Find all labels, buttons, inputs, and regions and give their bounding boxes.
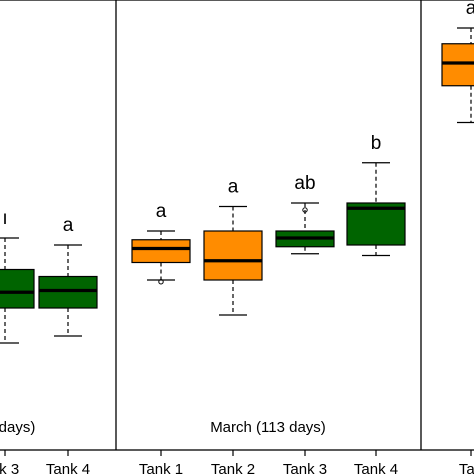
x-tick-label: Tank 1 [139, 461, 183, 474]
x-tick-label: Tank 2 [211, 461, 255, 474]
significance-letter: a [63, 215, 74, 236]
box-iqr [0, 268, 35, 309]
outlier-point [302, 207, 308, 213]
box-iqr [131, 239, 191, 264]
x-tick-label: Tank 4 [354, 461, 398, 474]
outlier-point [158, 279, 164, 285]
x-tick-label: Tan [459, 461, 474, 474]
significance-letter: ı [2, 208, 7, 229]
box-iqr [346, 202, 406, 246]
x-tick-label: nk 3 [0, 461, 19, 474]
box-series [0, 27, 474, 344]
group-label: March (113 days) [210, 419, 326, 436]
x-tick-label: Tank 4 [46, 461, 90, 474]
group-label: days) [0, 419, 35, 436]
box-tank-1 [131, 230, 191, 285]
plot-frame [0, 0, 474, 456]
box-iqr [441, 43, 474, 87]
significance-letter: a [466, 0, 474, 19]
box-tank-4 [346, 162, 406, 257]
box-tank-3 [0, 237, 35, 344]
significance-letter: a [228, 177, 239, 198]
box-tan [441, 27, 474, 124]
significance-letter: a [156, 201, 167, 222]
significance-letter: ab [294, 173, 315, 194]
x-tick-label: Tank 3 [283, 461, 327, 474]
box-tank-2 [203, 205, 263, 316]
box-tank-3 [275, 202, 335, 255]
significance-letter: b [371, 133, 382, 154]
box-iqr [203, 230, 263, 281]
plot-border [0, 0, 474, 451]
box-tank-4 [38, 244, 98, 337]
box-iqr [38, 275, 98, 309]
